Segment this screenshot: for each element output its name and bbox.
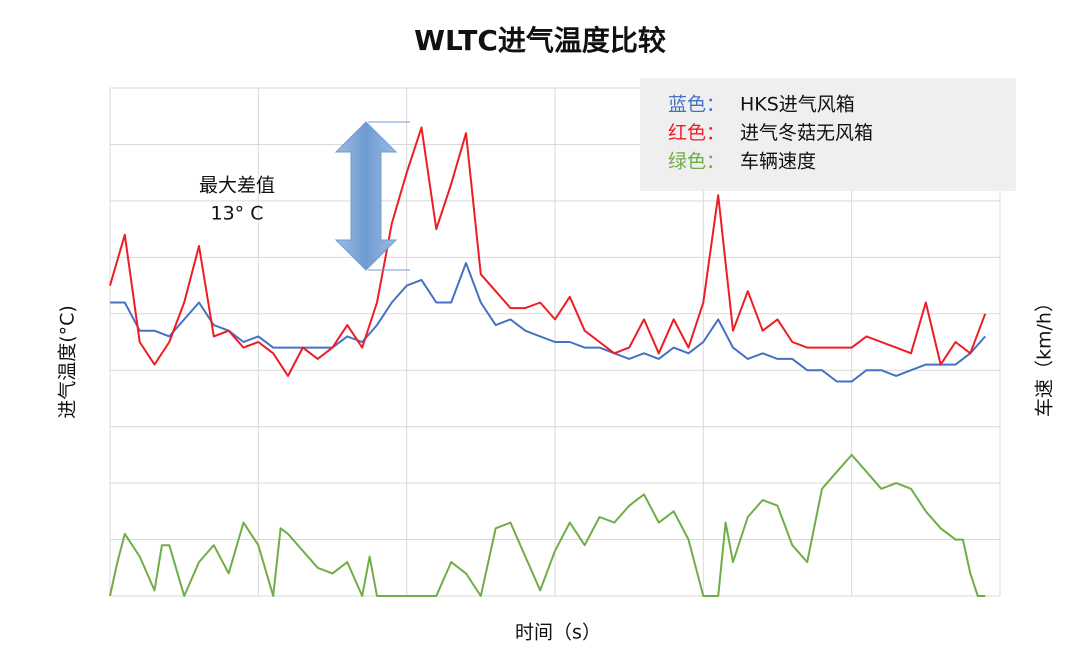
legend-label: 进气冬菇无风箱	[740, 122, 873, 144]
legend-prefix: 绿色：	[668, 151, 725, 173]
legend-prefix: 蓝色：	[668, 94, 725, 116]
annotation: 最大差值	[199, 175, 275, 197]
series-line	[110, 262, 986, 383]
difference-arrow	[334, 121, 398, 271]
x-axis-label: 时间（s）	[515, 622, 601, 644]
legend-label: 车辆速度	[740, 151, 816, 173]
legend-prefix: 红色：	[668, 122, 725, 144]
series-line	[109, 453, 986, 597]
lines	[109, 126, 987, 597]
y-axis-label: 进气温度(°C)	[57, 305, 79, 419]
y2-axis-label: 车速（km/h）	[1034, 293, 1056, 417]
series-line	[109, 126, 987, 377]
legend-label: HKS进气风箱	[740, 94, 855, 116]
legend-box	[640, 78, 1016, 191]
annotation: 13° C	[211, 203, 264, 225]
chart-title: WLTC进气温度比较	[414, 24, 666, 57]
